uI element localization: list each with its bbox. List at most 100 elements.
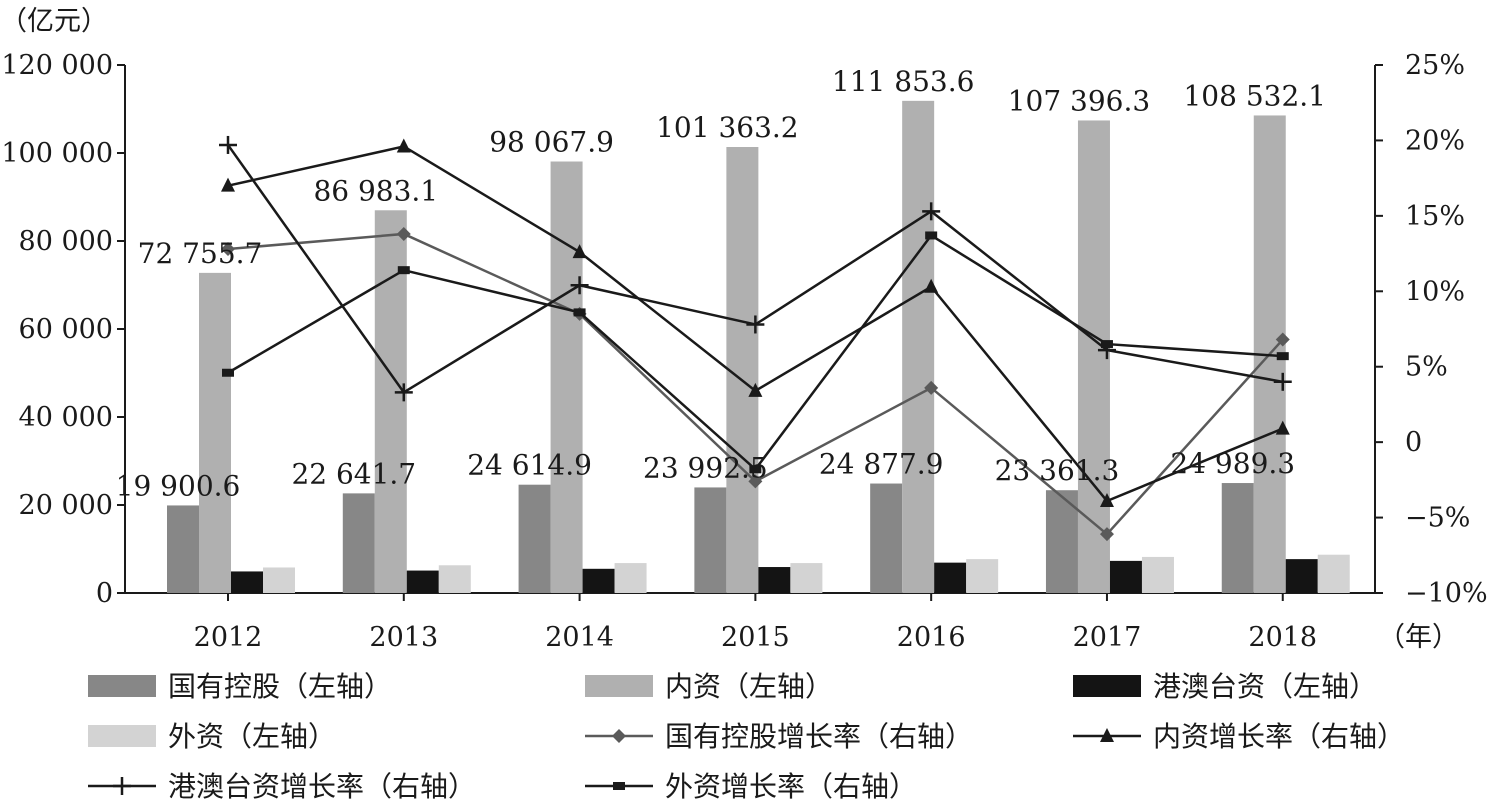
bar-2-2015 — [758, 567, 791, 593]
line-2-point-2013 — [394, 383, 413, 402]
legend-label: 港澳台资（左轴） — [1153, 670, 1377, 703]
right-axis-tick-label: −10% — [1405, 578, 1488, 609]
data-label-1-2012: 72 755.7 — [138, 237, 263, 270]
line-1-point-2014 — [572, 244, 587, 259]
right-axis-tick-label: 25% — [1405, 50, 1465, 81]
bar-0-2018 — [1221, 483, 1254, 593]
bar-3-2018 — [1317, 554, 1350, 593]
legend-label: 内资（左轴） — [665, 670, 833, 703]
left-axis-tick-label: 60 000 — [19, 314, 113, 345]
line-3-point-2013 — [397, 266, 410, 275]
line-1-point-2016 — [924, 278, 939, 293]
data-labels: 19 900.6 22 641.7 24 614.9 23 992.5 24 877.9… — [116, 65, 1326, 503]
legend-label: 港澳台资增长率（右轴） — [168, 770, 476, 803]
legend: 国有控股（左轴） 内资（左轴） 港澳台资（左轴） 外资（左轴） 国有控股增长率（右轴） 内… — [88, 670, 1405, 803]
legend-marker — [613, 782, 625, 790]
legend-item-5: 内资增长率（右轴） — [1073, 720, 1405, 753]
line-2-point-2016 — [922, 202, 941, 221]
line-0-point-2018 — [1275, 332, 1290, 347]
line-2-point-2015 — [746, 315, 765, 334]
line-1-point-2018 — [1275, 420, 1290, 435]
bar-3-2014 — [614, 563, 647, 593]
left-axis-tick-label: 20 000 — [19, 490, 113, 521]
legend-marker — [1100, 728, 1114, 742]
line-0-point-2016 — [924, 380, 939, 395]
legend-swatch — [88, 725, 156, 747]
x-axis-tick-label: 2016 — [897, 622, 966, 653]
left-axis-tick-label: 40 000 — [19, 402, 113, 433]
x-axis-tick-label: 2017 — [1073, 622, 1142, 653]
legend-label: 内资增长率（右轴） — [1153, 720, 1405, 753]
right-axis-tick-label: 15% — [1405, 201, 1465, 232]
line-3-point-2012 — [222, 368, 234, 377]
left-axis-tick-label: 0 — [96, 578, 113, 609]
line-0-point-2017 — [1099, 527, 1114, 542]
lines — [219, 135, 1292, 542]
legend-swatch — [1073, 675, 1141, 697]
line-2-point-2012 — [219, 135, 237, 154]
data-label-1-2015: 101 363.2 — [656, 111, 799, 144]
data-label-1-2018: 108 532.1 — [1183, 79, 1326, 112]
bar-3-2016 — [966, 559, 999, 593]
legend-label: 外资增长率（右轴） — [665, 770, 917, 803]
bar-2-2012 — [231, 571, 263, 593]
bar-2-2013 — [406, 570, 439, 593]
bar-3-2015 — [790, 563, 823, 593]
line-0-point-2015 — [748, 474, 763, 489]
bar-1-2015 — [726, 147, 759, 593]
line-2-point-2014 — [570, 276, 589, 295]
data-label-0-2015: 23 992.5 — [643, 451, 768, 484]
bar-0-2013 — [342, 493, 375, 593]
data-label-0-2016: 24 877.9 — [819, 448, 944, 481]
data-label-1-2014: 98 067.9 — [489, 126, 614, 159]
legend-label: 国有控股（左轴） — [168, 670, 392, 703]
legend-label: 外资（左轴） — [168, 720, 336, 753]
data-label-1-2016: 111 853.6 — [832, 65, 975, 98]
bar-0-2015 — [694, 487, 727, 593]
bar-0-2014 — [518, 484, 551, 593]
legend-swatch — [88, 675, 156, 697]
legend-item-3: 外资（左轴） — [88, 720, 336, 753]
line-2-point-2018 — [1273, 372, 1292, 391]
line-1-point-2017 — [1099, 492, 1114, 507]
x-axis-tick-label: 2015 — [721, 622, 790, 653]
line-1-point-2012 — [221, 177, 235, 192]
right-axis-tick-label: −5% — [1405, 503, 1470, 534]
bar-0-2012 — [167, 505, 199, 593]
bar-1-2016 — [902, 100, 935, 593]
bars — [167, 100, 1350, 594]
left-axis-tick-label: 100 000 — [1, 138, 113, 169]
bar-0-2016 — [870, 483, 903, 593]
left-axis-tick-label: 120 000 — [1, 50, 113, 81]
legend-swatch — [585, 675, 653, 697]
right-axis-tick-label: 20% — [1405, 125, 1465, 156]
data-label-0-2013: 22 641.7 — [291, 457, 416, 490]
bar-3-2017 — [1141, 556, 1174, 593]
x-axis-unit: （年） — [1378, 622, 1459, 653]
line-3-point-2017 — [1100, 340, 1113, 349]
line-1-point-2013 — [396, 138, 411, 153]
line-1-point-2015 — [748, 382, 763, 397]
bar-1-2014 — [550, 161, 583, 594]
data-label-1-2013: 86 983.1 — [313, 174, 438, 207]
line-3-point-2015 — [749, 465, 762, 474]
legend-item-1: 内资（左轴） — [585, 670, 833, 703]
bar-2-2018 — [1285, 559, 1318, 593]
bar-2-2014 — [582, 568, 615, 593]
line-3-point-2018 — [1276, 352, 1289, 361]
legend-item-2: 港澳台资（左轴） — [1073, 670, 1377, 703]
legend-item-0: 国有控股（左轴） — [88, 670, 392, 703]
data-label-0-2017: 23 361.3 — [995, 454, 1120, 487]
right-axis-tick-label: 5% — [1405, 352, 1448, 383]
data-label-0-2018: 24 989.3 — [1170, 447, 1295, 480]
data-label-0-2014: 24 614.9 — [467, 449, 592, 482]
x-axis-tick-label: 2013 — [369, 622, 438, 653]
bar-1-2012 — [199, 272, 231, 593]
bar-2-2017 — [1109, 560, 1142, 593]
legend-item-4: 国有控股增长率（右轴） — [585, 720, 973, 753]
right-axis-tick-label: 0 — [1405, 427, 1422, 458]
x-axis-tick-label: 2014 — [545, 622, 614, 653]
legend-marker — [612, 729, 626, 743]
legend-item-6: 港澳台资增长率（右轴） — [88, 770, 476, 803]
data-label-0-2012: 19 900.6 — [116, 469, 241, 502]
